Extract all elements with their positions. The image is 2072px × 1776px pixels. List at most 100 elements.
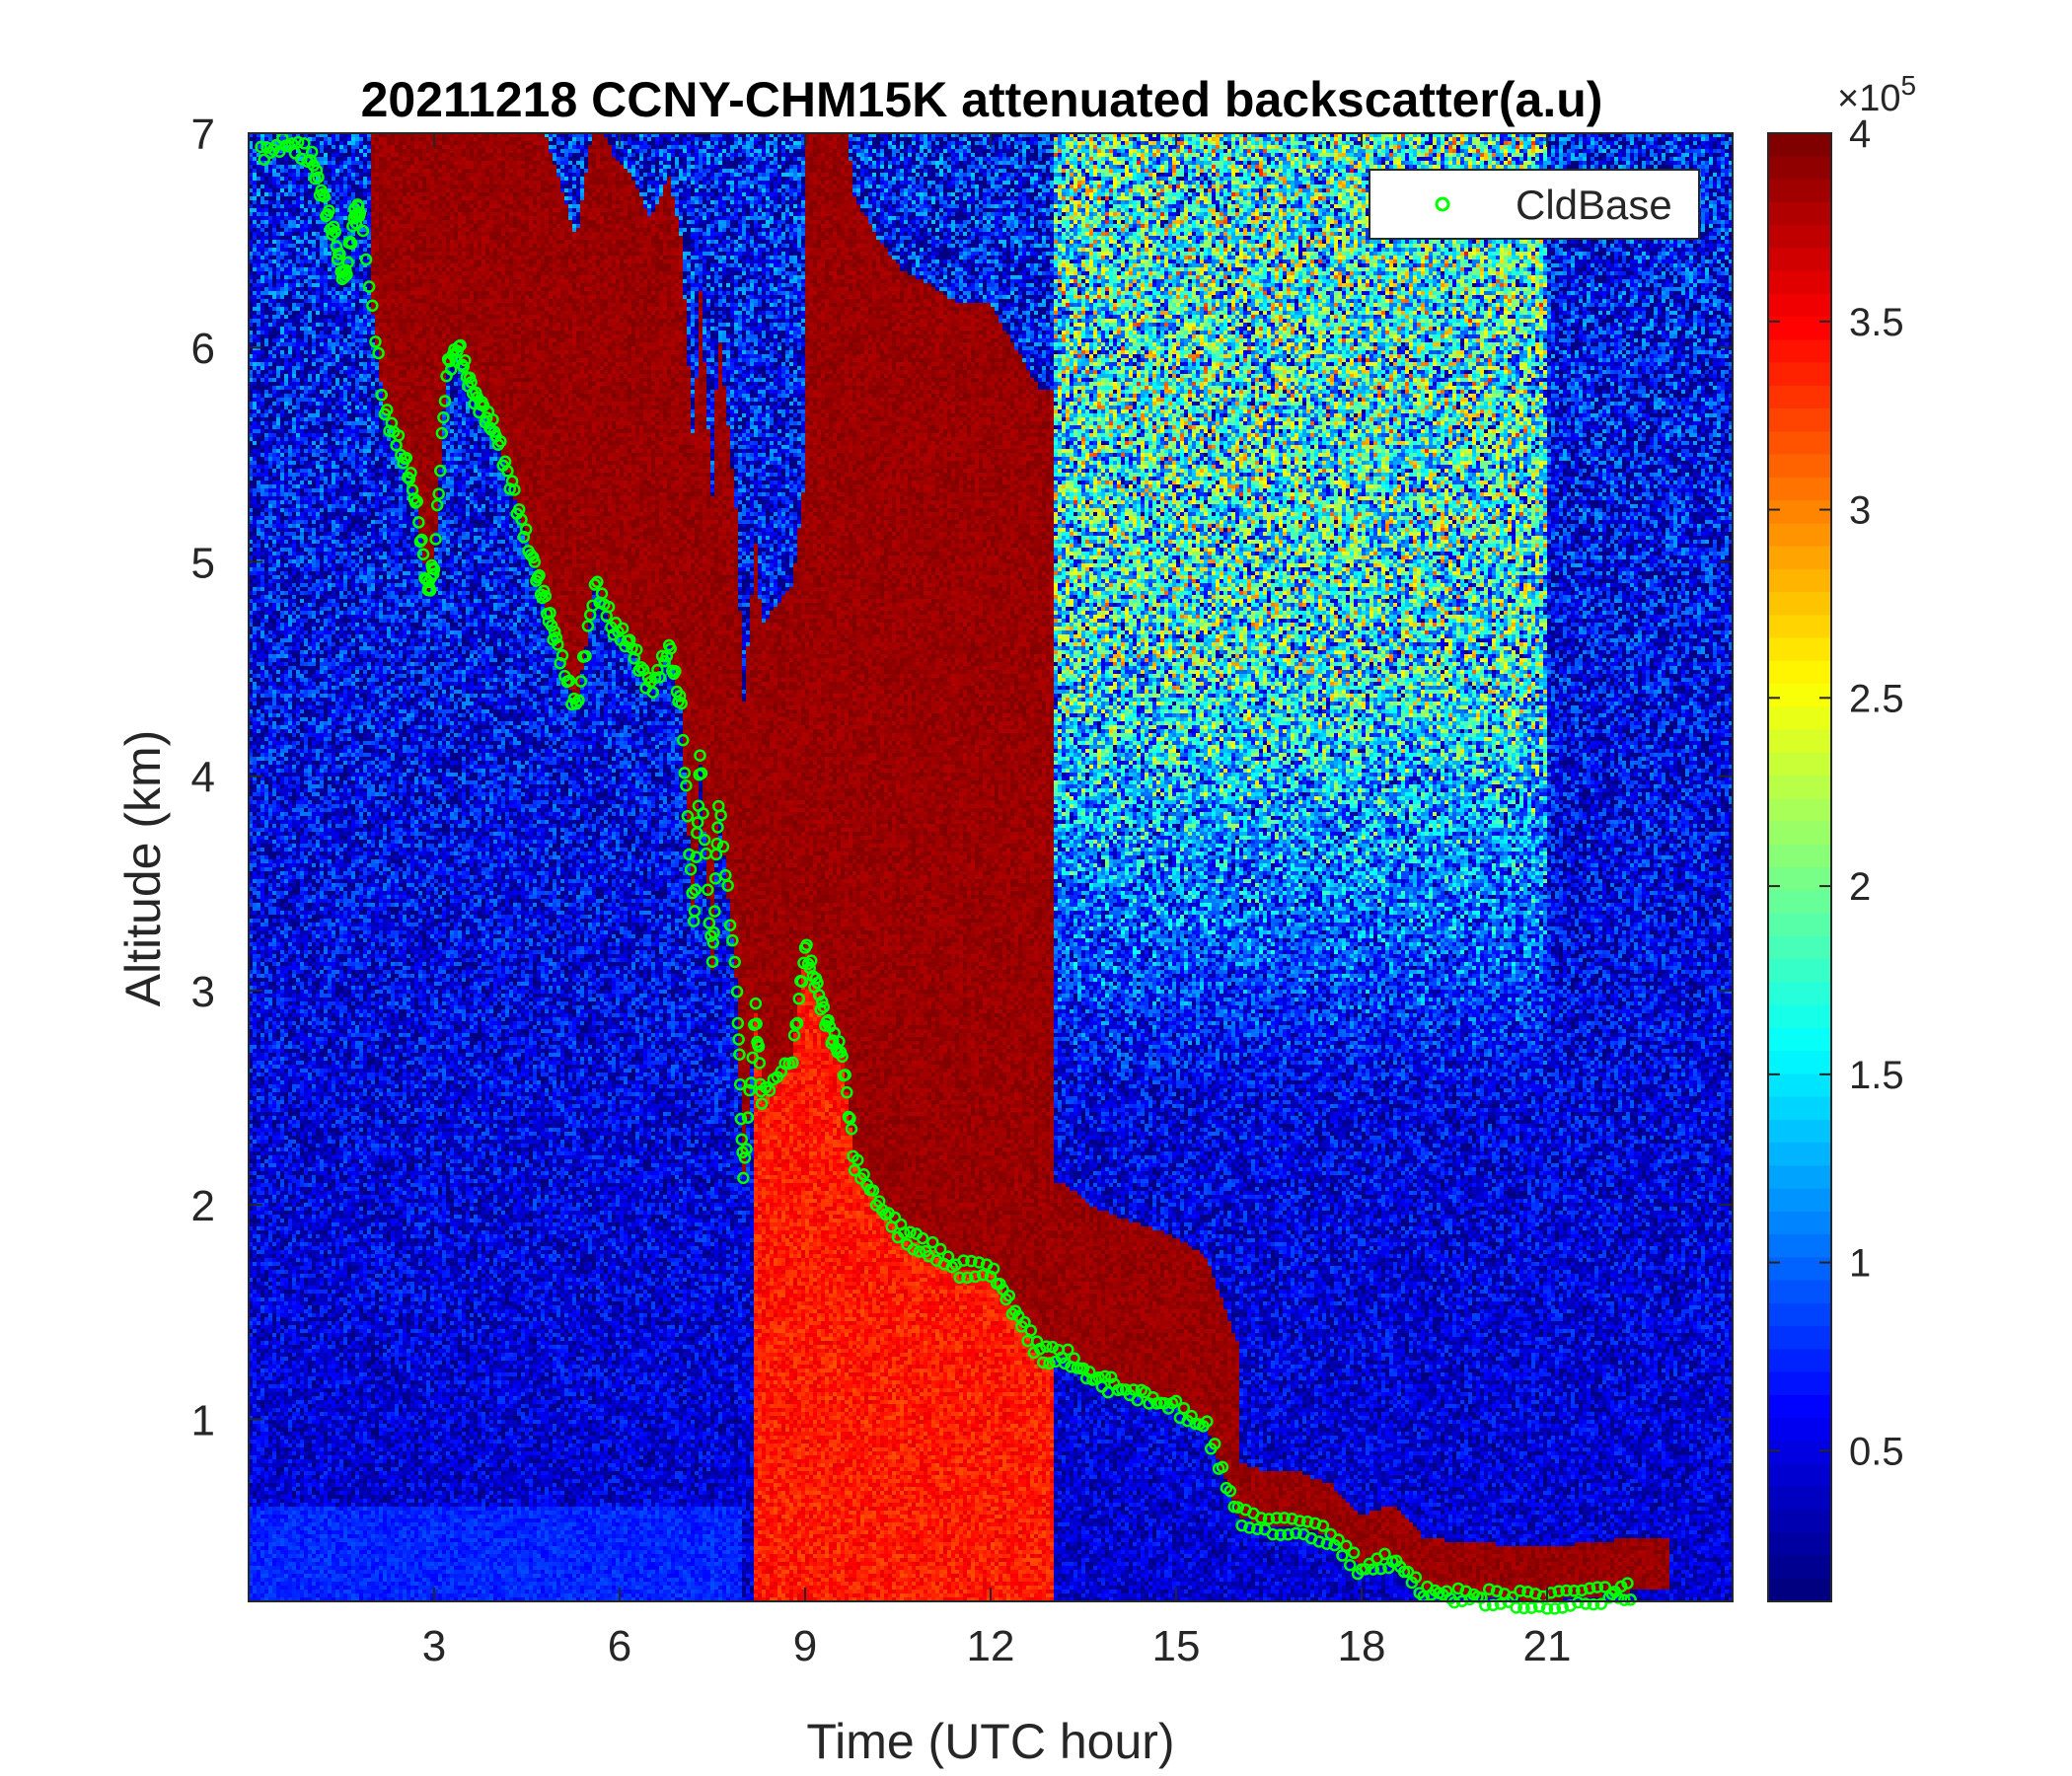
cloud-base-marker [841,1085,853,1099]
cloud-base-marker [1033,1342,1047,1356]
x-tick-label: 18 [1338,1622,1386,1670]
cloud-base-marker [913,1245,926,1258]
cloud-base-marker [1598,1581,1611,1593]
x-tick-label: 3 [422,1622,446,1670]
cloud-base-marker [694,749,706,762]
cloud-base-marker [721,879,734,892]
cloud-base-marker [434,464,447,478]
cloud-base-marker [1282,1527,1295,1541]
cloud-base-marker [1216,1460,1229,1474]
y-axis: 1 2 3 4 5 6 7 [191,111,1733,1444]
cloud-base-marker [707,925,720,939]
cloud-base-marker [1043,1357,1056,1370]
cloud-base-marker [634,661,648,674]
cloud-base-marker [728,955,741,969]
colorbar-tick-label: 4 [1849,112,1871,156]
cloud-base-marker [792,993,805,1005]
cloud-base-marker [817,1000,831,1013]
cloud-base-marker [427,562,441,576]
cloud-base-marker [695,767,708,780]
cloud-base-marker [1011,1309,1025,1323]
cloud-base-marker [710,837,723,851]
cloud-base-marker [961,1271,974,1285]
legend: CldBase [1369,169,1700,240]
cloud-base-marker [403,473,416,485]
x-tick-label: 15 [1152,1622,1201,1670]
cloud-base-marker [413,535,427,549]
cloud-base-marker [1367,1563,1379,1576]
cloud-base-marker [344,237,358,251]
cloud-base-marker [737,1171,750,1185]
cloud-base-marker [941,1250,955,1263]
colorbar-tick-label: 1.5 [1849,1054,1904,1097]
cloud-base-marker [1058,1357,1072,1370]
cloud-base-marker [375,388,388,402]
cloud-base-marker [753,1057,767,1070]
cloud-base-marker [1278,1512,1291,1524]
cloud-base-marker [731,1016,745,1030]
cloud-base-marker [743,1083,756,1097]
cloud-base-marker [814,1002,827,1016]
cloud-base-marker [734,1112,748,1126]
cloud-base-marker [1447,1595,1461,1609]
cloud-base-marker [1062,1343,1074,1357]
cloud-base-marker [1290,1526,1302,1540]
cloud-base-marker [579,649,592,663]
cloud-base-marker [438,395,452,407]
cloud-base-marker [1514,1585,1526,1597]
cloud-base-marker [1576,1584,1589,1597]
cloud-base-marker [1568,1585,1581,1597]
cloud-base-marker [1208,1438,1221,1450]
cloud-base-marker [723,919,737,932]
cloud-base-marker [735,1133,749,1147]
cloud-base-marker [372,346,385,360]
cloud-base-marker [552,638,564,651]
cloud-base-marker [741,1111,755,1124]
cloud-base-marker [857,1168,870,1181]
cloud-base-marker [681,810,695,823]
cloud-base-marker [926,1235,939,1249]
cloud-base-marker [1002,1289,1016,1302]
cloud-base-marker [716,840,730,853]
cloud-base-marker [673,690,687,703]
cloud-base-marker [1587,1597,1600,1611]
cloud-base-marker [1005,1307,1019,1320]
x-tick-label: 12 [967,1622,1015,1670]
cloud-base-marker [1046,1340,1059,1354]
cloud-base-marker [423,584,437,597]
cloud-base-marker [705,955,719,968]
cloud-base-marker [683,848,696,861]
cloud-base-marker [702,883,714,897]
cloud-base-marker [595,587,609,600]
x-tick-label: 6 [608,1622,631,1670]
cloud-base-marker [698,833,711,847]
cloud-base-marker [689,883,703,897]
cloud-base-marker [1540,1602,1554,1615]
cloud-base-marker [822,1013,835,1027]
cloud-base-marker [298,137,311,150]
cloud-base-marker [1024,1324,1037,1337]
cloud-base-marker [312,171,325,184]
cloud-base-marker [528,555,542,568]
cloud-base-marker [969,1270,982,1284]
y-tick-label: 6 [191,325,215,373]
cloud-base-marker [586,599,599,613]
cloud-base-marker [337,270,351,284]
cloud-base-marker [1231,1501,1244,1514]
cloud-base-marker [1308,1517,1322,1530]
colorbar-tick-label: 0.5 [1849,1430,1904,1473]
cloud-base-marker [1397,1565,1411,1579]
cloud-base-marker [349,216,363,230]
cloud-base-marker [310,164,324,177]
cloud-base-marker [1591,1581,1604,1593]
cloud-base-marker [786,1056,799,1070]
cloud-base-marker [1624,1593,1637,1606]
cloud-base-marker [676,733,690,747]
cloud-base-marker [533,568,546,582]
cloud-base-marker [1177,1401,1191,1415]
cloud-base-marker [1517,1601,1530,1615]
cloud-base-marker [851,1153,864,1166]
cloud-base-marker [1521,1586,1534,1598]
cloud-base-marker [688,905,702,918]
cloud-base-marker [519,523,533,536]
